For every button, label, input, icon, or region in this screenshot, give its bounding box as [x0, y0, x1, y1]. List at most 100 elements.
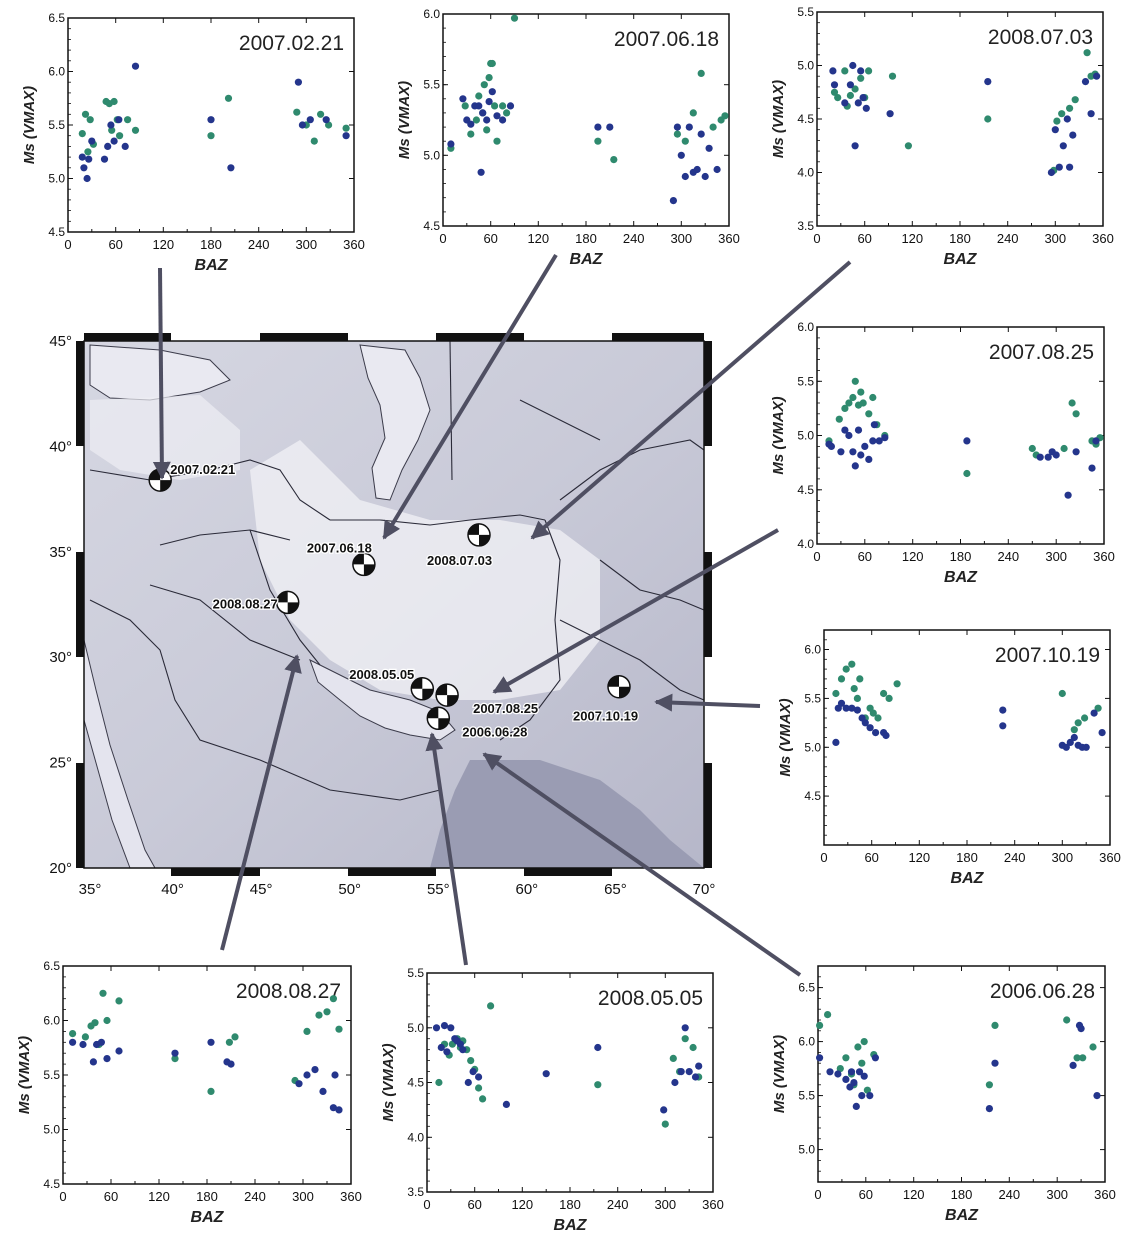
x-axis-label: BAZ: [191, 1209, 225, 1226]
data-point-blue: [849, 61, 857, 70]
data-point-blue: [475, 1073, 483, 1081]
arrow-2007-10-19: [654, 693, 761, 712]
data-point-green: [851, 85, 859, 93]
data-point-green: [865, 410, 873, 418]
data-point-blue: [115, 116, 123, 124]
data-point-blue: [826, 1068, 834, 1076]
x-tick-label: 0: [820, 850, 827, 865]
data-point-green: [110, 97, 118, 106]
data-point-blue: [834, 1070, 842, 1078]
data-point-green: [863, 1086, 872, 1094]
data-point-blue: [846, 81, 855, 89]
data-point-blue: [97, 1038, 105, 1046]
data-point-blue: [1069, 131, 1077, 139]
data-point-blue: [847, 1068, 856, 1076]
x-tick-label: 300: [1044, 231, 1066, 246]
data-point-blue: [69, 1038, 77, 1046]
panel-title: 2008.07.03: [988, 26, 1093, 49]
data-point-blue: [681, 1024, 689, 1032]
data-point-blue: [855, 1068, 864, 1076]
data-point-blue: [100, 155, 109, 163]
data-point-green: [293, 108, 301, 116]
map-lat-tick-label: 25°: [49, 755, 72, 772]
data-point-green: [904, 142, 913, 150]
y-tick-label: 5.5: [797, 5, 814, 19]
data-point-green: [472, 116, 480, 124]
panel-title: 2006.06.28: [990, 980, 1095, 1003]
x-tick-label: 300: [1046, 1187, 1068, 1202]
data-point-green: [836, 1065, 844, 1073]
data-point-green: [475, 92, 483, 100]
data-point-blue: [697, 130, 705, 138]
data-point-blue: [121, 142, 129, 150]
arrow-2006-06-28: [482, 752, 802, 977]
data-point-blue: [331, 1071, 339, 1079]
x-tick-label: 300: [292, 1189, 314, 1204]
data-point-blue: [693, 165, 701, 174]
focal-mechanism-quadrant: [438, 718, 450, 730]
data-point-green: [594, 137, 602, 145]
y-tick-label: 5.5: [43, 1068, 60, 1082]
data-point-green: [231, 1033, 239, 1041]
data-point-green: [435, 1078, 443, 1087]
x-tick-label: 120: [527, 231, 549, 246]
data-point-blue: [870, 421, 879, 429]
event-label: 2006.06.28: [462, 724, 527, 739]
x-tick-label: 300: [295, 237, 317, 252]
x-axis-label: BAZ: [945, 1207, 979, 1224]
data-point-green: [1053, 117, 1061, 125]
y-axis-label: Ms (VMAX): [770, 80, 787, 158]
data-point-green: [131, 126, 140, 134]
x-tick-label: 60: [859, 1187, 873, 1202]
map-lon-tick-label: 40°: [161, 881, 184, 898]
data-point-blue: [295, 1080, 303, 1088]
scatter-panel-2007-10-19: 2007.10.19 0 60 120 180 240 300 360 4.5 5.0 5.5 6.0…: [777, 629, 1121, 887]
data-point-blue: [713, 165, 721, 174]
x-tick-label: 240: [248, 237, 270, 252]
data-point-green: [1066, 104, 1074, 112]
data-point-blue: [857, 67, 865, 75]
data-point-green: [869, 709, 877, 717]
event-label: 2007.08.25: [473, 701, 538, 716]
x-tick-label: 360: [343, 237, 365, 252]
event-marker: 2007.08.25: [435, 683, 539, 717]
data-point-blue: [842, 704, 850, 712]
data-point-green: [467, 130, 475, 138]
focal-mechanism-quadrant: [276, 591, 288, 603]
data-point-green: [1058, 689, 1066, 698]
panel-title: 2007.06.18: [614, 28, 719, 51]
data-point-blue: [85, 155, 93, 163]
data-point-blue: [984, 78, 992, 86]
data-point-green: [689, 109, 697, 117]
map-lon-tick-label: 50°: [338, 881, 361, 898]
data-point-blue: [851, 462, 859, 470]
y-tick-label: 5.0: [804, 740, 821, 754]
focal-mechanism-quadrant: [468, 523, 479, 535]
y-axis-label: Ms (VMAX): [380, 1043, 397, 1121]
data-point-blue: [850, 1079, 858, 1087]
data-point-blue: [832, 738, 840, 747]
focal-mechanism-quadrant: [479, 534, 490, 546]
data-point-green: [1081, 714, 1089, 722]
data-point-blue: [963, 437, 971, 445]
data-point-blue: [869, 437, 877, 445]
data-point-blue: [89, 1058, 97, 1066]
data-point-green: [461, 102, 469, 110]
data-point-blue: [294, 78, 302, 86]
data-point-blue: [311, 1066, 319, 1074]
scatter-panel-2008-07-03: 2008.07.03 0 60 120 180 240 300 360 3.5 4.0 4.5 5.0…: [770, 5, 1114, 268]
data-point-blue: [107, 121, 115, 129]
data-point-blue: [854, 99, 862, 107]
data-point-green: [837, 675, 846, 683]
x-tick-label: 60: [483, 231, 497, 246]
data-point-blue: [79, 1040, 87, 1049]
data-point-green: [207, 1087, 215, 1095]
y-tick-label: 5.5: [797, 374, 814, 388]
plot-frame: [823, 629, 1111, 846]
data-point-blue: [131, 62, 140, 70]
x-tick-label: 180: [196, 1189, 218, 1204]
x-tick-label: 60: [467, 1197, 481, 1212]
map-border-segments: [76, 333, 712, 876]
data-point-blue: [999, 722, 1007, 730]
